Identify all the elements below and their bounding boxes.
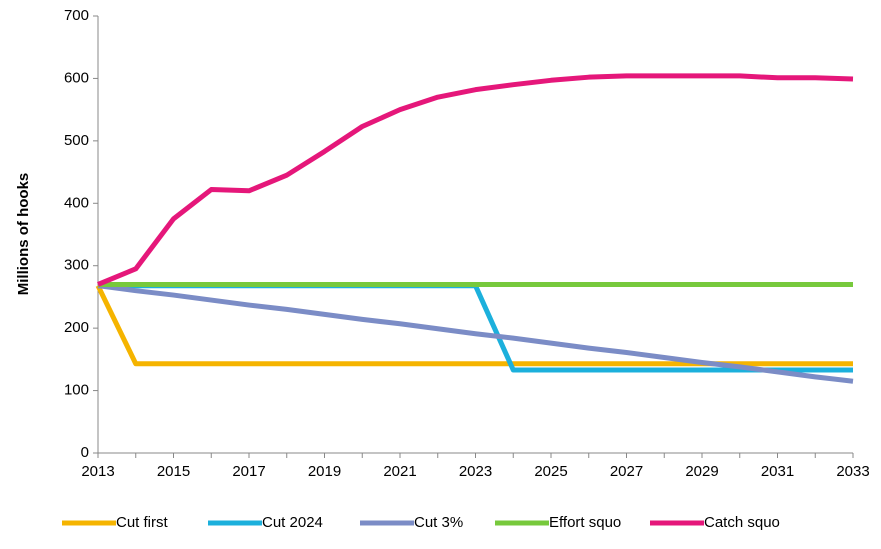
x-tick-label: 2025	[534, 463, 567, 480]
legend-label: Cut 2024	[262, 514, 323, 531]
y-axis-label: Millions of hooks	[15, 173, 32, 296]
legend-label: Effort squo	[549, 514, 621, 531]
x-tick-label: 2013	[81, 463, 114, 480]
x-tick-label: 2033	[836, 463, 869, 480]
y-tick-label: 0	[81, 444, 89, 461]
y-tick-label: 400	[64, 194, 89, 211]
x-tick-label: 2019	[308, 463, 341, 480]
series-line	[95, 284, 853, 367]
y-tick-label: 500	[64, 132, 89, 149]
y-tick-label: 200	[64, 319, 89, 336]
x-tick-label: 2031	[761, 463, 794, 480]
x-tick-label: 2017	[232, 463, 265, 480]
y-tick-label: 600	[64, 69, 89, 86]
legend-label: Cut 3%	[414, 514, 463, 531]
x-tick-label: 2021	[383, 463, 416, 480]
legend-label: Cut first	[116, 514, 169, 531]
y-tick-label: 100	[64, 382, 89, 399]
y-tick-label: 700	[64, 7, 89, 24]
series-line	[97, 283, 854, 384]
x-tick-label: 2029	[685, 463, 718, 480]
x-tick-label: 2027	[610, 463, 643, 480]
legend-label: Catch squo	[704, 514, 780, 531]
y-tick-label: 300	[64, 257, 89, 274]
series-line	[97, 73, 854, 287]
x-tick-label: 2015	[157, 463, 190, 480]
x-tick-label: 2023	[459, 463, 492, 480]
